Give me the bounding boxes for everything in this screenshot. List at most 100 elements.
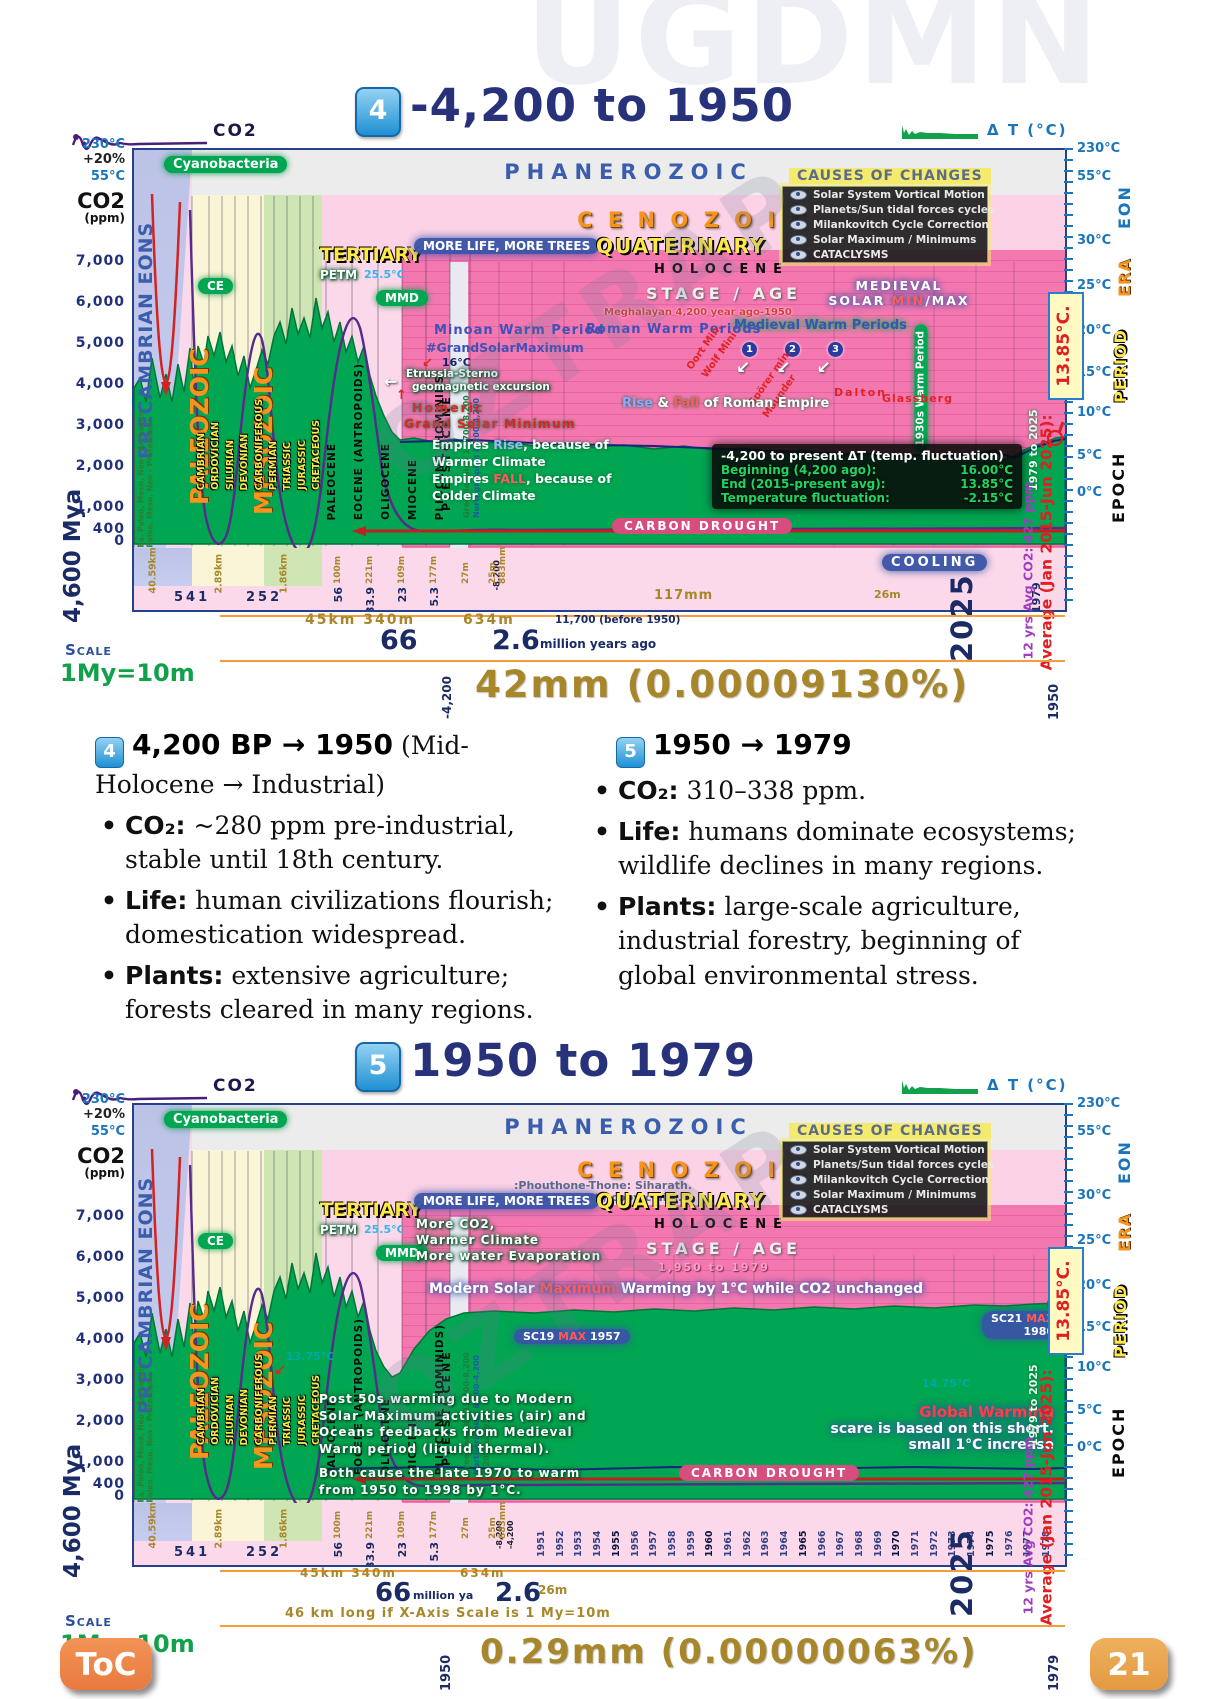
left-axis-temp-230: 230°C xyxy=(81,137,125,152)
scale-pink-segments: 100m 56 221m 33.9 109m 23 177m 5.3 27m 25m 883mm xyxy=(331,546,509,612)
co2-axis-unit: (ppm) xyxy=(84,211,125,225)
chart2-curves xyxy=(134,1148,1065,1509)
page-number-button[interactable]: 21 xyxy=(1090,1638,1168,1690)
post-50s-note: Post 50s warming due to Modern Solar Maxi… xyxy=(319,1392,587,1456)
ce-pill: CE xyxy=(198,1233,234,1249)
page-watermark: UGDMN xyxy=(525,0,1104,114)
phanerozoic-label: PHANEROZOIC xyxy=(504,1115,753,1139)
mya-axis-label: 4,600 Mya xyxy=(60,1443,86,1578)
left-axis-temp-55: 55°C xyxy=(90,1124,125,1139)
chart1-scale-result: 42mm (0.00009130%) xyxy=(475,663,970,706)
scale-26m: 26m xyxy=(538,1583,568,1597)
roman-warm-label: Roman Warm Periods xyxy=(586,322,762,337)
precambrian-row-1: Pre-Necarian, Necarian, Hadean xyxy=(132,1366,137,1503)
delta-t-box-row: End (2015-present avg): 13.85°C xyxy=(721,477,1013,491)
homeric-label-1: Homeric xyxy=(412,400,485,415)
era-label: ERA xyxy=(1115,1213,1134,1252)
tertiary-label: TERTIARY xyxy=(320,244,422,266)
scale-word: Scale xyxy=(65,1612,112,1630)
year-1979-label: 1979 xyxy=(1047,1654,1062,1691)
more-co2-line-3: More water Evaporation xyxy=(416,1249,602,1263)
causes-legend-row: Solar System Vortical Motion xyxy=(783,187,987,202)
carbon-drought-pill: CARBON DROUGHT xyxy=(679,1465,860,1481)
scale-seg-mesozoic: 1.86km xyxy=(278,553,290,594)
item-4-badge: 4 xyxy=(95,737,124,768)
grand-solar-max-label: #GrandSolarMaximum xyxy=(426,340,584,355)
phanerozoic-label: PHANEROZOIC xyxy=(504,160,753,184)
scale-rule-1 xyxy=(220,615,1065,617)
precambrian-row-1: Pre-Necarian, Necarian, Hadean xyxy=(132,411,137,548)
boundary-252: 252 xyxy=(246,1545,283,1560)
arrow-dl-icon: ↙ xyxy=(776,358,791,378)
more-co2-line-2: Warmer Climate xyxy=(416,1233,540,1247)
million-ya-label: million ya xyxy=(413,1589,474,1602)
distance-45km: 45km 340m xyxy=(305,612,416,628)
left-axis-pct20: +20% xyxy=(82,152,125,167)
period-labels: CAMBRIAN ORDOVICIAN SILURIAN DEVONIAN CARBON… xyxy=(196,398,322,490)
medieval-solar-label: MEDIEVAL SOLAR MIN/MAX xyxy=(828,278,970,308)
cyanobacteria-pill: Cyanobacteria xyxy=(164,156,288,173)
era-label: ERA xyxy=(1115,258,1134,297)
etrussia-label-2: geomagnetic excursion xyxy=(412,381,550,393)
eye-icon xyxy=(790,1189,807,1200)
year-2025-label: 2025 xyxy=(945,1528,979,1617)
minoan-warm-label: Minoan Warm Period xyxy=(434,323,605,338)
homeric-arrow-icon: ↑ xyxy=(396,388,407,403)
co2-axis-ticks: 7,000 6,000 5,000 4,000 3,000 2,000 1,000 400 0 xyxy=(75,253,125,549)
epoch-label: EPOCH xyxy=(1109,451,1128,523)
arrow-dl-icon: ↙ xyxy=(736,358,751,378)
eye-icon xyxy=(790,1174,807,1185)
causes-legend-row: Planets/Sun tidal forces cycles xyxy=(783,202,994,217)
delta-t-summary-box: -4,200 to present ΔT (temp. fluctuation)… xyxy=(712,444,1022,509)
causes-legend-row: Planets/Sun tidal forces cycles xyxy=(783,1157,994,1172)
petm-temp: 25.5°C xyxy=(364,268,405,281)
cenozoic-label: C E N O Z O I C xyxy=(577,1158,810,1182)
cooling-pill: COOLING xyxy=(882,554,988,571)
co2-axis-title: CO2 xyxy=(77,1144,125,1168)
temp-14-75: 14.75°C xyxy=(922,1377,971,1390)
scale-26m: 26m xyxy=(874,588,901,601)
causes-legend-row: Milankovitch Cycle Correction xyxy=(783,1172,989,1187)
scale-precambrian-cell xyxy=(134,1503,192,1541)
causes-legend-row: CATACLYSMS xyxy=(783,1202,987,1217)
modern-solar-note: Modern Solar Maximum Warming by 1°C whil… xyxy=(429,1281,924,1297)
causes-legend-row: Solar Maximum / Minimums xyxy=(783,1187,987,1202)
distance-45km: 45km 340m xyxy=(300,1566,397,1580)
boundary-541: 541 xyxy=(174,1545,211,1560)
arrow-dl-icon: ↙ xyxy=(816,358,831,378)
scale-paleozoic-cell xyxy=(192,1503,264,1541)
minus-4200-label: -4,200 xyxy=(440,676,454,719)
precambrian-row-3: Paleo, Meso, Neo - Proterozoic xyxy=(145,1372,155,1503)
glassberg-label: Glassberg xyxy=(882,392,953,405)
tertiary-label: TERTIARY xyxy=(320,1199,422,1221)
eye-icon xyxy=(790,1159,807,1170)
toc-button[interactable]: ToC xyxy=(60,1638,152,1690)
global-warming-note: Global Warming scare is based on this sh… xyxy=(830,1403,1054,1453)
scale-117mm: 117mm xyxy=(654,588,714,603)
eye-icon xyxy=(790,219,807,230)
boundary-541: 541 xyxy=(174,590,211,605)
causes-legend-row: Solar System Vortical Motion xyxy=(783,1142,987,1157)
km46-note: 46 km long if X-Axis Scale is 1 My=10m xyxy=(285,1606,611,1621)
item-4-title: 4,200 BP → 1950 xyxy=(131,728,394,761)
precambrian-row-2: Ea. Paleo, Meso, Neo - Archaean xyxy=(136,410,146,548)
bullet-life: Life: humans dominate ecosystems; wildli… xyxy=(588,815,1083,884)
mya-units-label: million years ago xyxy=(540,637,657,651)
scale-rule-2 xyxy=(220,1625,1065,1627)
scale-precambrian-cell xyxy=(134,548,192,586)
avg-temp-value-box: 13.85°C. xyxy=(1048,292,1084,400)
delta-t-axis-label: Δ T (°C) xyxy=(987,121,1068,139)
co2-axis-ticks: 7,000 6,000 5,000 4,000 3,000 2,000 1,000 400 0 xyxy=(75,1208,125,1504)
petm-label: PETM xyxy=(320,1223,358,1237)
credit-line-1: :Phouthone-Thone: Siharath. xyxy=(514,1179,693,1192)
scale-seg-paleozoic: 2.89km xyxy=(213,553,225,594)
temp-13-75: 13.75°C xyxy=(286,1350,335,1363)
boundary-2-6: 2.6 xyxy=(492,625,540,656)
bullet-co2: CO₂: ~280 ppm pre-industrial, stable unt… xyxy=(95,809,570,878)
avg-temp-label: Average (Jan 2015-Jun 2025): xyxy=(1037,1369,1056,1626)
holocene-label: HOLOCENE xyxy=(654,262,789,277)
etrussia-label-1: Etrussia-Sterno xyxy=(406,368,498,380)
eon-label: EON xyxy=(1115,1140,1134,1184)
co2-squiggle-icon xyxy=(71,1089,208,1105)
